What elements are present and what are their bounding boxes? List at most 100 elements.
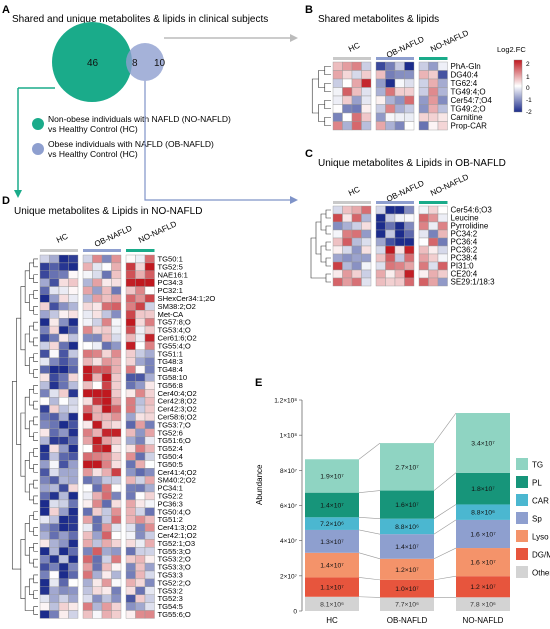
heatmap-cell <box>49 578 60 588</box>
heatmap-cell <box>92 349 103 358</box>
heatmap-cell <box>125 570 136 580</box>
dendrogram-branch <box>20 539 26 599</box>
dendrogram-branch <box>33 432 38 441</box>
heatmap-cell <box>58 294 69 303</box>
heatmap-cell <box>58 594 69 603</box>
heatmap-cell <box>82 444 93 453</box>
dendrogram-branch <box>24 460 30 493</box>
heatmap-cell <box>92 594 103 603</box>
heatmap-cell <box>101 555 112 564</box>
panel-b-group-hc: HC <box>347 41 361 54</box>
heatmap-cell <box>39 349 50 358</box>
heatmap-cell <box>385 261 396 271</box>
colorbar-title: Log2.FC <box>497 45 526 54</box>
e-connector <box>433 575 457 581</box>
e-connector <box>358 577 381 581</box>
heatmap-cell <box>375 61 386 71</box>
heatmap-cell <box>49 531 60 540</box>
heatmap-cell <box>111 436 122 445</box>
heatmap-cell <box>144 397 155 406</box>
heatmap-cell <box>68 539 79 548</box>
heatmap-cell <box>135 483 146 493</box>
heatmap-cell <box>135 341 146 350</box>
heatmap-cell <box>351 121 362 131</box>
heatmap-cell <box>394 221 405 231</box>
heatmap-cell <box>82 436 93 445</box>
e-tick-label: 1×10⁸ <box>280 433 298 440</box>
heatmap-cell <box>428 121 439 131</box>
heatmap-cell <box>58 570 69 580</box>
heatmap-cell <box>82 302 93 311</box>
heatmap-cell <box>135 278 146 287</box>
dendrogram-branch <box>325 209 331 219</box>
heatmap-cell <box>125 397 136 406</box>
legend-dot-no-nafld <box>32 118 44 130</box>
heatmap-cell <box>125 310 136 319</box>
heatmap-cell <box>49 389 60 398</box>
heatmap-cell <box>92 428 103 437</box>
e-category-label: NO-NAFLD <box>463 616 504 625</box>
heatmap-cell <box>58 333 69 343</box>
heatmap-cell <box>49 507 60 516</box>
row-label: PC34:3 <box>158 278 183 287</box>
heatmap-cell <box>92 404 103 414</box>
heatmap-cell <box>342 104 353 114</box>
heatmap-cell <box>125 254 136 264</box>
heatmap-cell <box>82 254 93 264</box>
heatmap-cell <box>82 610 93 619</box>
e-bar-label: 3.4×10⁷ <box>471 440 495 447</box>
heatmap-cell <box>49 555 60 564</box>
dendrogram-branch <box>320 245 326 263</box>
dendrogram-branch <box>318 70 325 88</box>
e-legend-label: Sp <box>532 515 542 524</box>
heatmap-cell <box>92 262 103 271</box>
e-tick-label: 0 <box>293 609 297 616</box>
heatmap-cell <box>82 539 93 548</box>
heatmap-cell <box>101 594 112 603</box>
heatmap-cell <box>39 373 50 382</box>
heatmap-cell <box>125 349 136 358</box>
e-ylabel: Abundance <box>255 464 264 505</box>
heatmap-cell <box>111 373 122 382</box>
heatmap-cell <box>375 253 386 263</box>
e-category-label: HC <box>326 616 338 625</box>
heatmap-cell <box>68 286 79 295</box>
heatmap-cell <box>49 515 60 524</box>
e-legend-label: PL <box>532 479 542 488</box>
heatmap-cell <box>428 112 439 122</box>
heatmap-cell <box>437 205 448 215</box>
e-connector <box>433 412 457 444</box>
colorbar <box>513 59 523 113</box>
heatmap-cell <box>68 341 79 350</box>
dendrogram-branch <box>325 225 331 235</box>
heatmap-cell <box>82 270 93 279</box>
heatmap-cell <box>135 333 146 343</box>
row-label: TG52:3 <box>158 594 183 603</box>
heatmap-cell <box>92 452 103 461</box>
heatmap-cell <box>68 460 79 469</box>
heatmap-cell <box>101 420 112 429</box>
heatmap-cell <box>39 483 50 493</box>
heatmap-cell <box>58 381 69 390</box>
heatmap-cell <box>101 460 112 469</box>
heatmap-cell <box>135 507 146 516</box>
heatmap-cell <box>111 381 122 390</box>
heatmap-cell <box>58 507 69 516</box>
dendrogram-branch <box>29 262 34 279</box>
heatmap-cell <box>135 270 146 279</box>
heatmap-cell <box>49 294 60 303</box>
heatmap-cell <box>101 586 112 595</box>
heatmap-cell <box>101 294 112 303</box>
heatmap-d-row-labels: TG50:1TG52:5NAE16:1PC34:3PC32:1SHexCer34… <box>158 254 216 619</box>
heatmap-cell <box>394 61 405 71</box>
heatmap-cell <box>49 270 60 279</box>
heatmap-cell <box>82 318 93 327</box>
heatmap-cell <box>144 539 155 548</box>
heatmap-cell <box>385 253 396 263</box>
heatmap-cell <box>404 229 415 239</box>
heatmap-cell <box>49 318 60 327</box>
heatmap-cell <box>58 278 69 287</box>
heatmap-cell <box>92 460 103 469</box>
heatmap-cell <box>428 269 439 279</box>
dendrogram-branch <box>33 274 38 283</box>
